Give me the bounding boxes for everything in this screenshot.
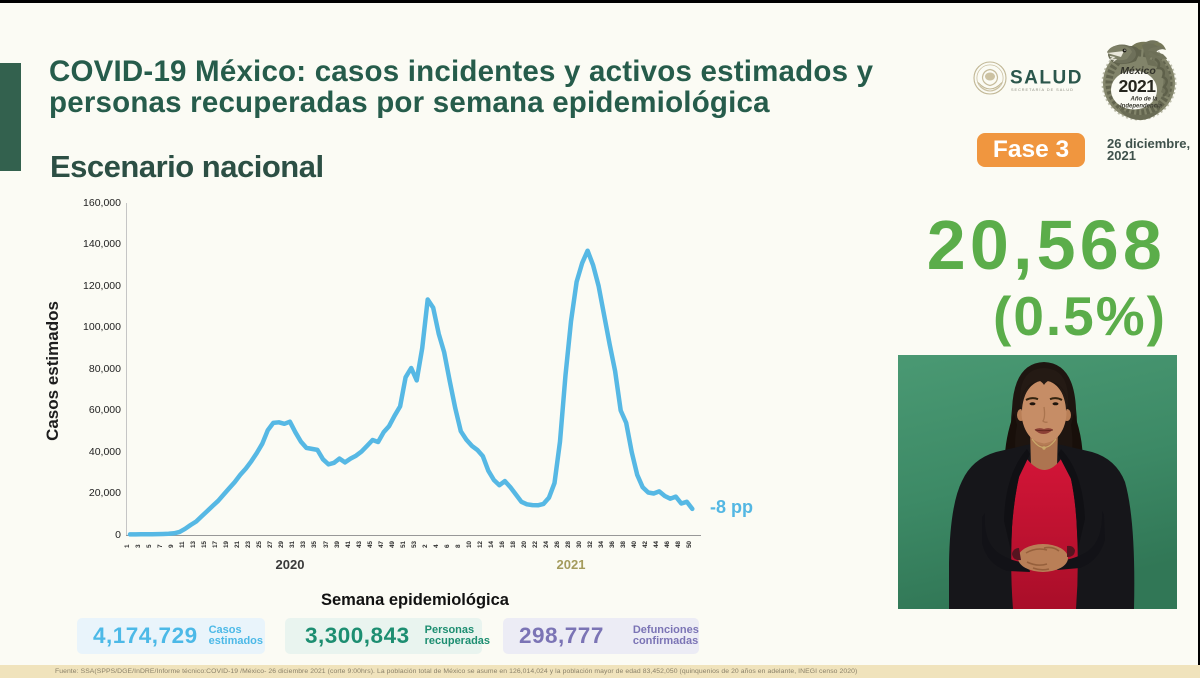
svg-text:México: México [1120,65,1156,77]
svg-text:2021: 2021 [1119,76,1157,96]
svg-text:SECRETARÍA DE SALUD: SECRETARÍA DE SALUD [1011,88,1074,92]
svg-text:Independencia: Independencia [1120,104,1163,110]
svg-text:Año de la: Año de la [1129,97,1158,103]
svg-text:SALUD: SALUD [1010,68,1083,89]
